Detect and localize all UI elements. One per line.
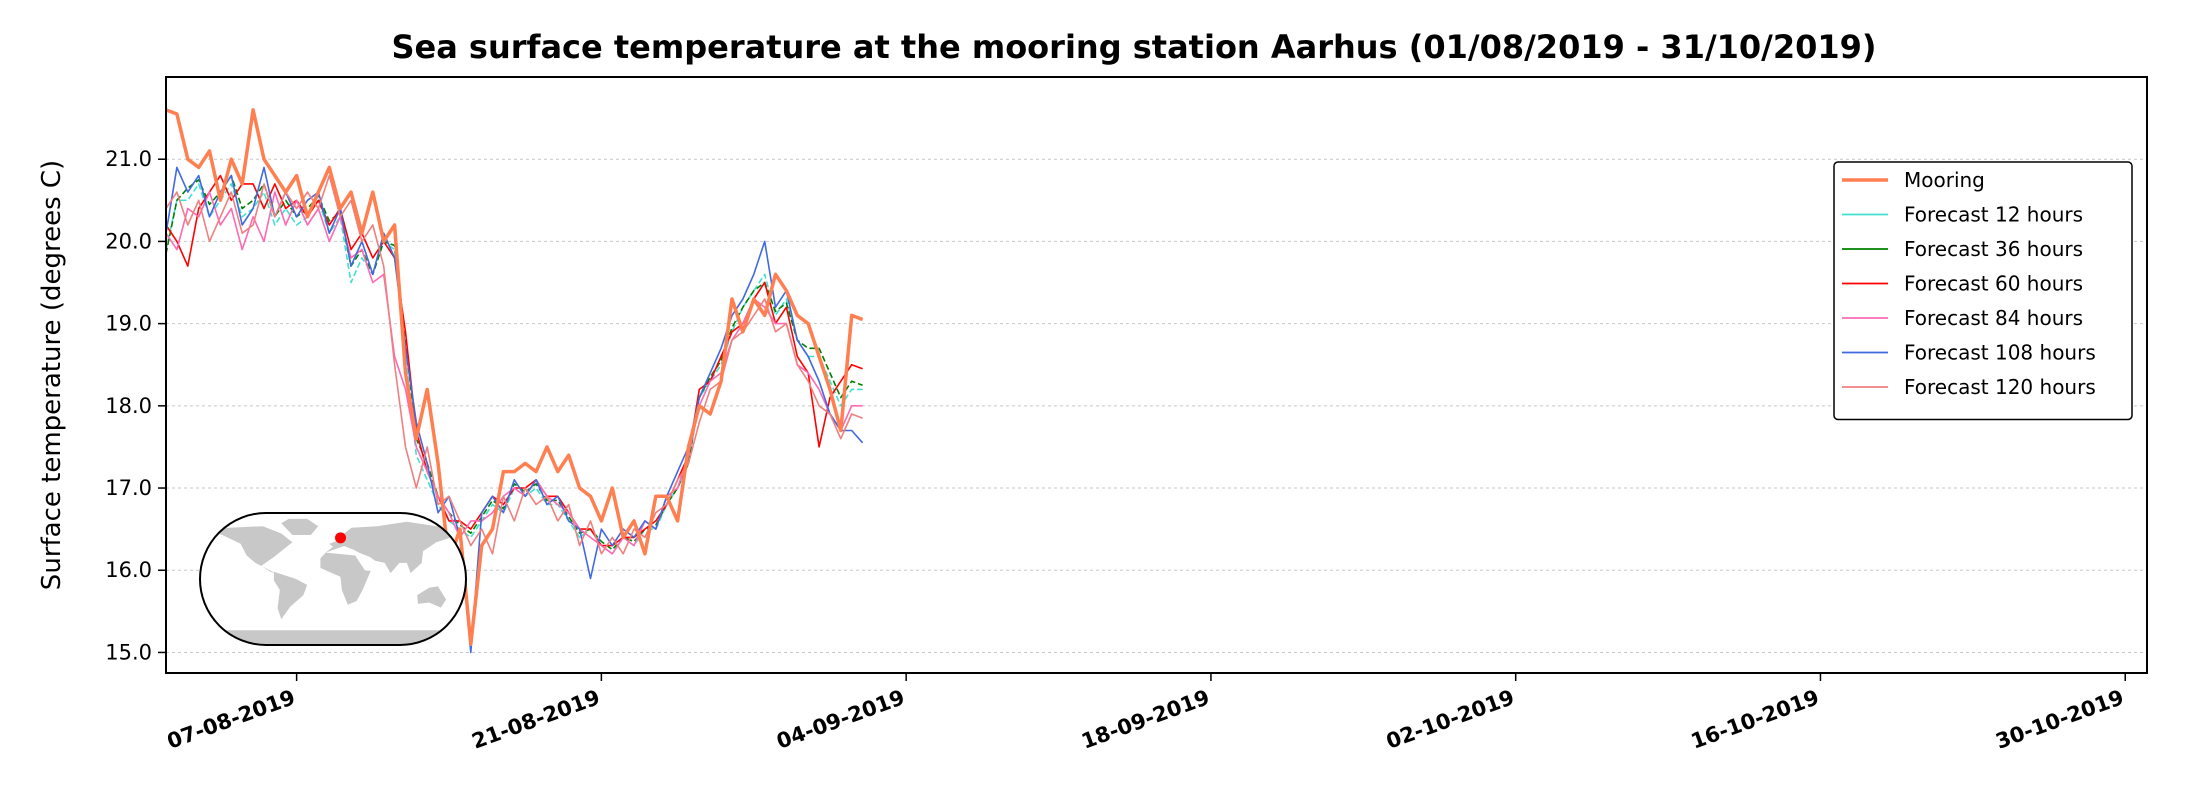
series-line-mooring — [165, 108, 864, 646]
landmass — [200, 630, 466, 645]
y-tick-label: 16.0 — [105, 558, 152, 582]
y-tick-label: 18.0 — [105, 394, 152, 418]
landmass — [320, 552, 371, 605]
y-tick-label: 15.0 — [105, 640, 152, 664]
legend-label: Mooring — [1904, 168, 1985, 192]
legend: Mooring Forecast 12 hours Forecast 36 hour… — [1833, 161, 2133, 421]
y-tick-label: 17.0 — [105, 476, 152, 500]
y-tick-label: 19.0 — [105, 312, 152, 336]
inset-map-border — [199, 512, 467, 646]
legend-label: Forecast 84 hours — [1904, 306, 2083, 330]
legend-label: Forecast 60 hours — [1904, 272, 2083, 296]
legend-box — [1833, 161, 2133, 421]
landmass — [325, 521, 466, 574]
series-lines — [165, 108, 864, 654]
landmass — [417, 586, 447, 608]
landmass — [281, 518, 319, 535]
landmass — [208, 526, 293, 574]
station-marker — [335, 532, 347, 544]
landmass — [273, 571, 308, 620]
y-tick-label: 21.0 — [105, 147, 152, 171]
inset-world-map — [199, 512, 467, 646]
plot-area-frame — [165, 76, 2148, 674]
legend-label: Forecast 108 hours — [1904, 341, 2096, 365]
y-tick-label: 20.0 — [105, 229, 152, 253]
horizontal-gridlines — [166, 158, 2147, 653]
legend-label: Forecast 36 hours — [1904, 237, 2083, 261]
inset-map-land — [200, 518, 466, 645]
legend-label: Forecast 120 hours — [1904, 375, 2096, 399]
y-axis-label: Surface temperature (degrees C) — [37, 160, 67, 590]
y-axis-ticks: 15.0 16.0 17.0 18.0 19.0 20.0 21.0 — [105, 147, 166, 664]
chart-title: Sea surface temperature at the mooring s… — [391, 28, 1876, 66]
legend-label: Forecast 12 hours — [1904, 203, 2083, 227]
series-line-forecast-36-hours — [165, 174, 863, 551]
